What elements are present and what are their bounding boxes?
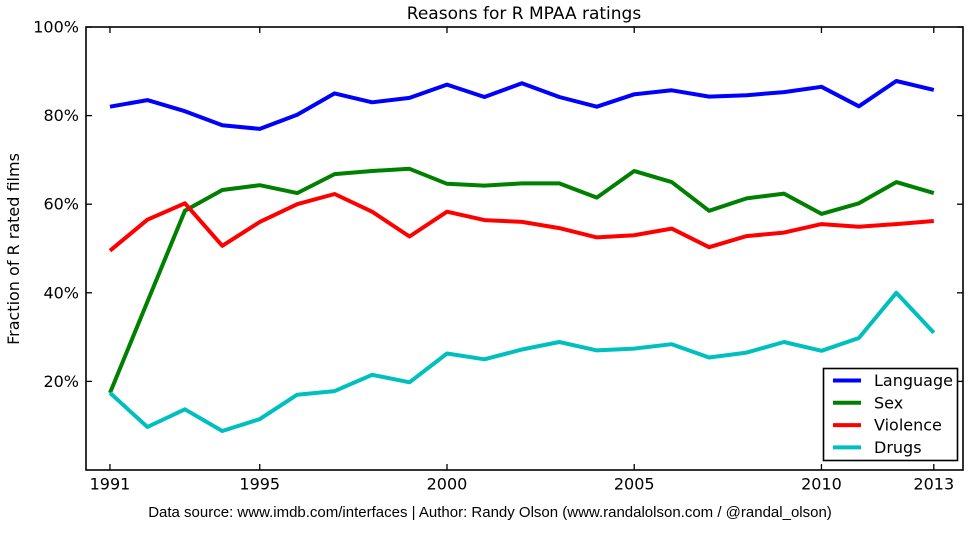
- legend-label-violence: Violence: [874, 416, 942, 435]
- y-tick-label: 60%: [43, 195, 79, 214]
- x-tick-label: 1995: [239, 475, 280, 494]
- y-tick-label: 100%: [33, 18, 79, 37]
- x-tick-label: 2005: [614, 475, 655, 494]
- legend-label-drugs: Drugs: [874, 438, 922, 457]
- y-axis-tick-labels: 20% 40% 60% 80% 100%: [33, 18, 79, 391]
- legend-label-sex: Sex: [874, 393, 903, 412]
- data-series: [108, 79, 936, 433]
- line-drugs: [108, 290, 936, 433]
- legend-item-language: Language: [833, 371, 953, 390]
- x-tick-label: 2010: [801, 475, 842, 494]
- line-sex: [108, 166, 935, 394]
- y-tick-label: 40%: [43, 283, 79, 302]
- axis-ticks: [86, 26, 963, 470]
- y-axis-label: Fraction of R rated films: [4, 153, 23, 345]
- legend-label-language: Language: [874, 371, 953, 390]
- y-tick-label: 20%: [43, 372, 79, 391]
- chart-title: Reasons for R MPAA ratings: [407, 4, 642, 24]
- footer-credit: Data source: www.imdb.com/interfaces | A…: [148, 504, 832, 521]
- legend-item-violence: Violence: [833, 416, 942, 435]
- x-tick-label: 2000: [427, 475, 468, 494]
- plot-frame: [85, 26, 964, 471]
- y-tick-label: 80%: [43, 106, 79, 125]
- x-tick-label: 1991: [90, 475, 131, 494]
- legend-item-sex: Sex: [833, 393, 903, 412]
- x-tick-label: 2013: [913, 475, 954, 494]
- legend: Language Sex Violence Drugs: [822, 367, 959, 462]
- line-violence: [108, 192, 934, 253]
- legend-box: [822, 367, 959, 462]
- line-language: [109, 79, 935, 131]
- legend-item-drugs: Drugs: [833, 438, 922, 457]
- x-axis-tick-labels: 1991 1995 2000 2005 2010 2013: [90, 475, 955, 494]
